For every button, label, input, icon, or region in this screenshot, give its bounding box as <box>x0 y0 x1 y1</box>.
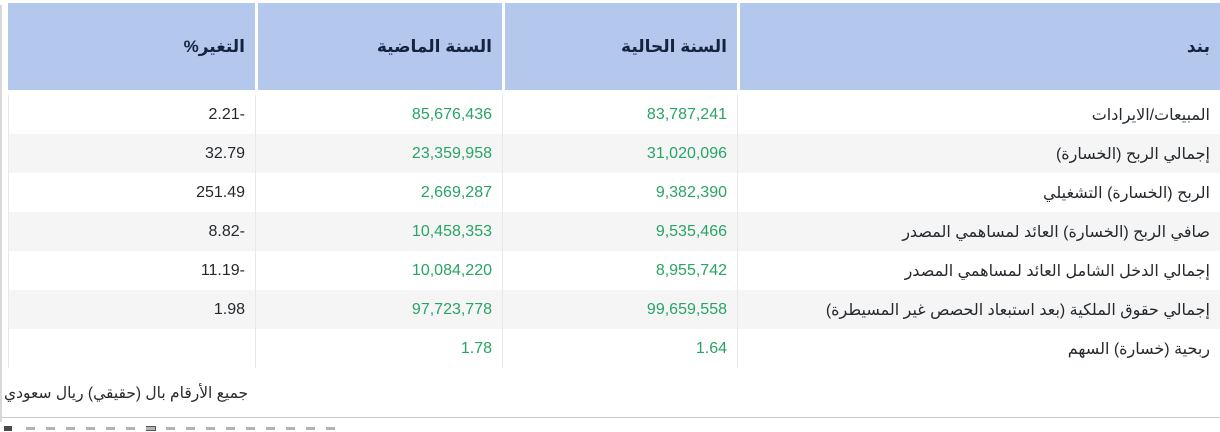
clipped-text-fragment <box>4 426 12 431</box>
cell-previous-year: 85,676,436 <box>255 95 502 134</box>
cell-current-year: 9,535,466 <box>502 212 737 251</box>
cell-previous-year: 2,669,287 <box>255 173 502 212</box>
cell-item: ربحية (خسارة) السهم <box>737 329 1220 368</box>
cell-current-year: 99,659,558 <box>502 290 737 329</box>
cell-item: إجمالي حقوق الملكية (بعد استبعاد الحصص غ… <box>737 290 1220 329</box>
column-header-item: بند <box>737 3 1220 95</box>
header-row: بند السنة الحالية السنة الماضية التغير% <box>8 3 1220 95</box>
cell-previous-year: 1.78 <box>255 329 502 368</box>
cell-current-year: 1.64 <box>502 329 737 368</box>
cell-previous-year: 10,084,220 <box>255 251 502 290</box>
table-row: إجمالي الربح (الخسارة) 31,020,096 23,359… <box>8 134 1220 173</box>
financial-summary-table: بند السنة الحالية السنة الماضية التغير% … <box>8 3 1220 368</box>
column-header-current-year: السنة الحالية <box>502 3 737 95</box>
column-header-previous-year: السنة الماضية <box>255 3 502 95</box>
cell-change-pct: 32.79 <box>8 134 255 173</box>
table-row: صافي الربح (الخسارة) العائد لمساهمي المص… <box>8 212 1220 251</box>
cell-change-pct: 11.19- <box>8 251 255 290</box>
table-row: إجمالي الدخل الشامل العائد لمساهمي المصد… <box>8 251 1220 290</box>
cell-change-pct: 8.82- <box>8 212 255 251</box>
cell-change-pct: 1.98 <box>8 290 255 329</box>
cell-previous-year: 23,359,958 <box>255 134 502 173</box>
cell-item: إجمالي الربح (الخسارة) <box>737 134 1220 173</box>
currency-note: جميع الأرقام بال (حقيقي) ريال سعودي <box>4 385 249 402</box>
section-divider <box>0 417 1220 418</box>
column-header-change-pct: التغير% <box>8 3 255 95</box>
table-row: الربح (الخسارة) التشغيلي 9,382,390 2,669… <box>8 173 1220 212</box>
cell-item: إجمالي الدخل الشامل العائد لمساهمي المصد… <box>737 251 1220 290</box>
cell-change-pct <box>8 329 255 368</box>
cell-current-year: 31,020,096 <box>502 134 737 173</box>
cell-item: المبيعات/الايرادات <box>737 95 1220 134</box>
cell-current-year: 8,955,742 <box>502 251 737 290</box>
page-left-border <box>0 5 2 422</box>
cell-current-year: 83,787,241 <box>502 95 737 134</box>
table-row: إجمالي حقوق الملكية (بعد استبعاد الحصص غ… <box>8 290 1220 329</box>
cell-previous-year: 10,458,353 <box>255 212 502 251</box>
cell-item: الربح (الخسارة) التشغيلي <box>737 173 1220 212</box>
cell-item: صافي الربح (الخسارة) العائد لمساهمي المص… <box>737 212 1220 251</box>
table-row: ربحية (خسارة) السهم 1.64 1.78 <box>8 329 1220 368</box>
cell-previous-year: 97,723,778 <box>255 290 502 329</box>
clipped-next-section <box>0 418 1220 431</box>
clipped-text-fragment <box>26 427 336 430</box>
table-row: المبيعات/الايرادات 83,787,241 85,676,436… <box>8 95 1220 134</box>
cell-change-pct: 251.49 <box>8 173 255 212</box>
cell-change-pct: 2.21- <box>8 95 255 134</box>
cell-current-year: 9,382,390 <box>502 173 737 212</box>
